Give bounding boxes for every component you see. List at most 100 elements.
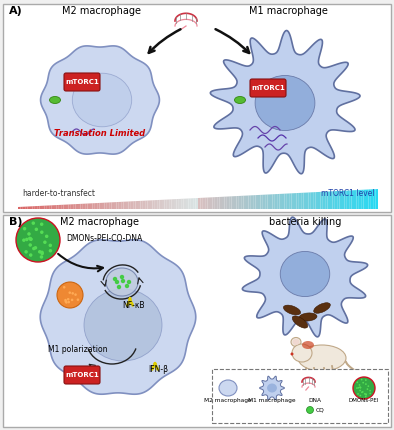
Polygon shape [186, 199, 188, 209]
Circle shape [359, 386, 361, 388]
Text: mTORC1: mTORC1 [65, 372, 99, 378]
Polygon shape [193, 198, 195, 209]
Polygon shape [316, 192, 318, 209]
Polygon shape [25, 206, 28, 209]
Text: DMONs-PEI: DMONs-PEI [349, 398, 379, 403]
Text: B): B) [9, 217, 22, 227]
Ellipse shape [283, 305, 301, 315]
Polygon shape [145, 200, 148, 209]
Polygon shape [335, 191, 337, 209]
Circle shape [40, 222, 43, 226]
Polygon shape [41, 46, 160, 154]
Polygon shape [265, 194, 268, 209]
Polygon shape [169, 200, 172, 209]
Circle shape [29, 237, 32, 241]
Circle shape [16, 218, 60, 262]
Polygon shape [268, 194, 270, 209]
Polygon shape [222, 197, 225, 209]
Circle shape [71, 292, 74, 295]
Circle shape [27, 232, 31, 236]
Text: DMONs-PEI-CQ-DNA: DMONs-PEI-CQ-DNA [66, 233, 142, 243]
Polygon shape [210, 197, 212, 209]
Circle shape [290, 353, 294, 356]
Circle shape [65, 300, 67, 303]
Ellipse shape [267, 384, 277, 393]
Circle shape [22, 238, 26, 242]
Polygon shape [364, 190, 366, 209]
Polygon shape [40, 240, 196, 394]
Circle shape [57, 282, 83, 308]
Polygon shape [248, 195, 251, 209]
Polygon shape [241, 196, 243, 209]
Polygon shape [87, 203, 90, 209]
Ellipse shape [219, 380, 237, 396]
Polygon shape [109, 203, 112, 209]
Circle shape [76, 298, 79, 301]
Circle shape [71, 298, 73, 301]
Text: NF-κB: NF-κB [122, 301, 145, 310]
Polygon shape [126, 202, 128, 209]
Polygon shape [280, 194, 282, 209]
Text: mTORC1 level: mTORC1 level [322, 189, 375, 198]
Circle shape [365, 393, 367, 395]
Text: DNA: DNA [309, 398, 322, 403]
Polygon shape [76, 204, 78, 209]
Ellipse shape [292, 339, 299, 345]
Polygon shape [263, 195, 265, 209]
Polygon shape [56, 205, 59, 209]
Polygon shape [340, 191, 342, 209]
Polygon shape [330, 191, 333, 209]
Circle shape [361, 379, 362, 381]
Circle shape [362, 391, 364, 393]
Polygon shape [373, 189, 375, 209]
FancyBboxPatch shape [3, 4, 391, 212]
Polygon shape [201, 198, 203, 209]
Circle shape [356, 387, 358, 389]
Polygon shape [102, 203, 104, 209]
Polygon shape [152, 200, 155, 209]
Polygon shape [198, 198, 201, 209]
Circle shape [29, 237, 33, 241]
Polygon shape [217, 197, 219, 209]
Polygon shape [366, 190, 368, 209]
Ellipse shape [84, 289, 162, 361]
Circle shape [120, 275, 124, 279]
Polygon shape [128, 201, 131, 209]
Circle shape [353, 377, 375, 399]
Ellipse shape [234, 96, 245, 104]
Polygon shape [337, 191, 340, 209]
Ellipse shape [291, 338, 301, 347]
Polygon shape [93, 203, 95, 209]
Polygon shape [150, 200, 152, 209]
Circle shape [121, 279, 125, 283]
Text: Translation Limited: Translation Limited [54, 129, 145, 138]
Circle shape [34, 246, 37, 249]
Polygon shape [242, 217, 368, 337]
Circle shape [40, 230, 44, 234]
Polygon shape [203, 198, 205, 209]
Polygon shape [112, 202, 114, 209]
Polygon shape [45, 206, 47, 209]
Circle shape [359, 384, 361, 386]
Polygon shape [47, 206, 49, 209]
Polygon shape [71, 204, 73, 209]
Polygon shape [66, 205, 69, 209]
Polygon shape [227, 197, 229, 209]
Polygon shape [184, 199, 186, 209]
Polygon shape [311, 192, 313, 209]
Circle shape [49, 249, 52, 252]
Circle shape [23, 227, 26, 230]
Circle shape [29, 253, 32, 257]
Polygon shape [78, 204, 80, 209]
Polygon shape [219, 197, 222, 209]
Polygon shape [104, 203, 107, 209]
Text: M1 polarization: M1 polarization [48, 345, 108, 354]
Circle shape [32, 221, 35, 225]
Circle shape [35, 227, 38, 231]
Polygon shape [354, 190, 357, 209]
Polygon shape [292, 193, 294, 209]
Polygon shape [52, 205, 54, 209]
Polygon shape [35, 206, 37, 209]
Polygon shape [243, 196, 246, 209]
Ellipse shape [302, 341, 314, 349]
